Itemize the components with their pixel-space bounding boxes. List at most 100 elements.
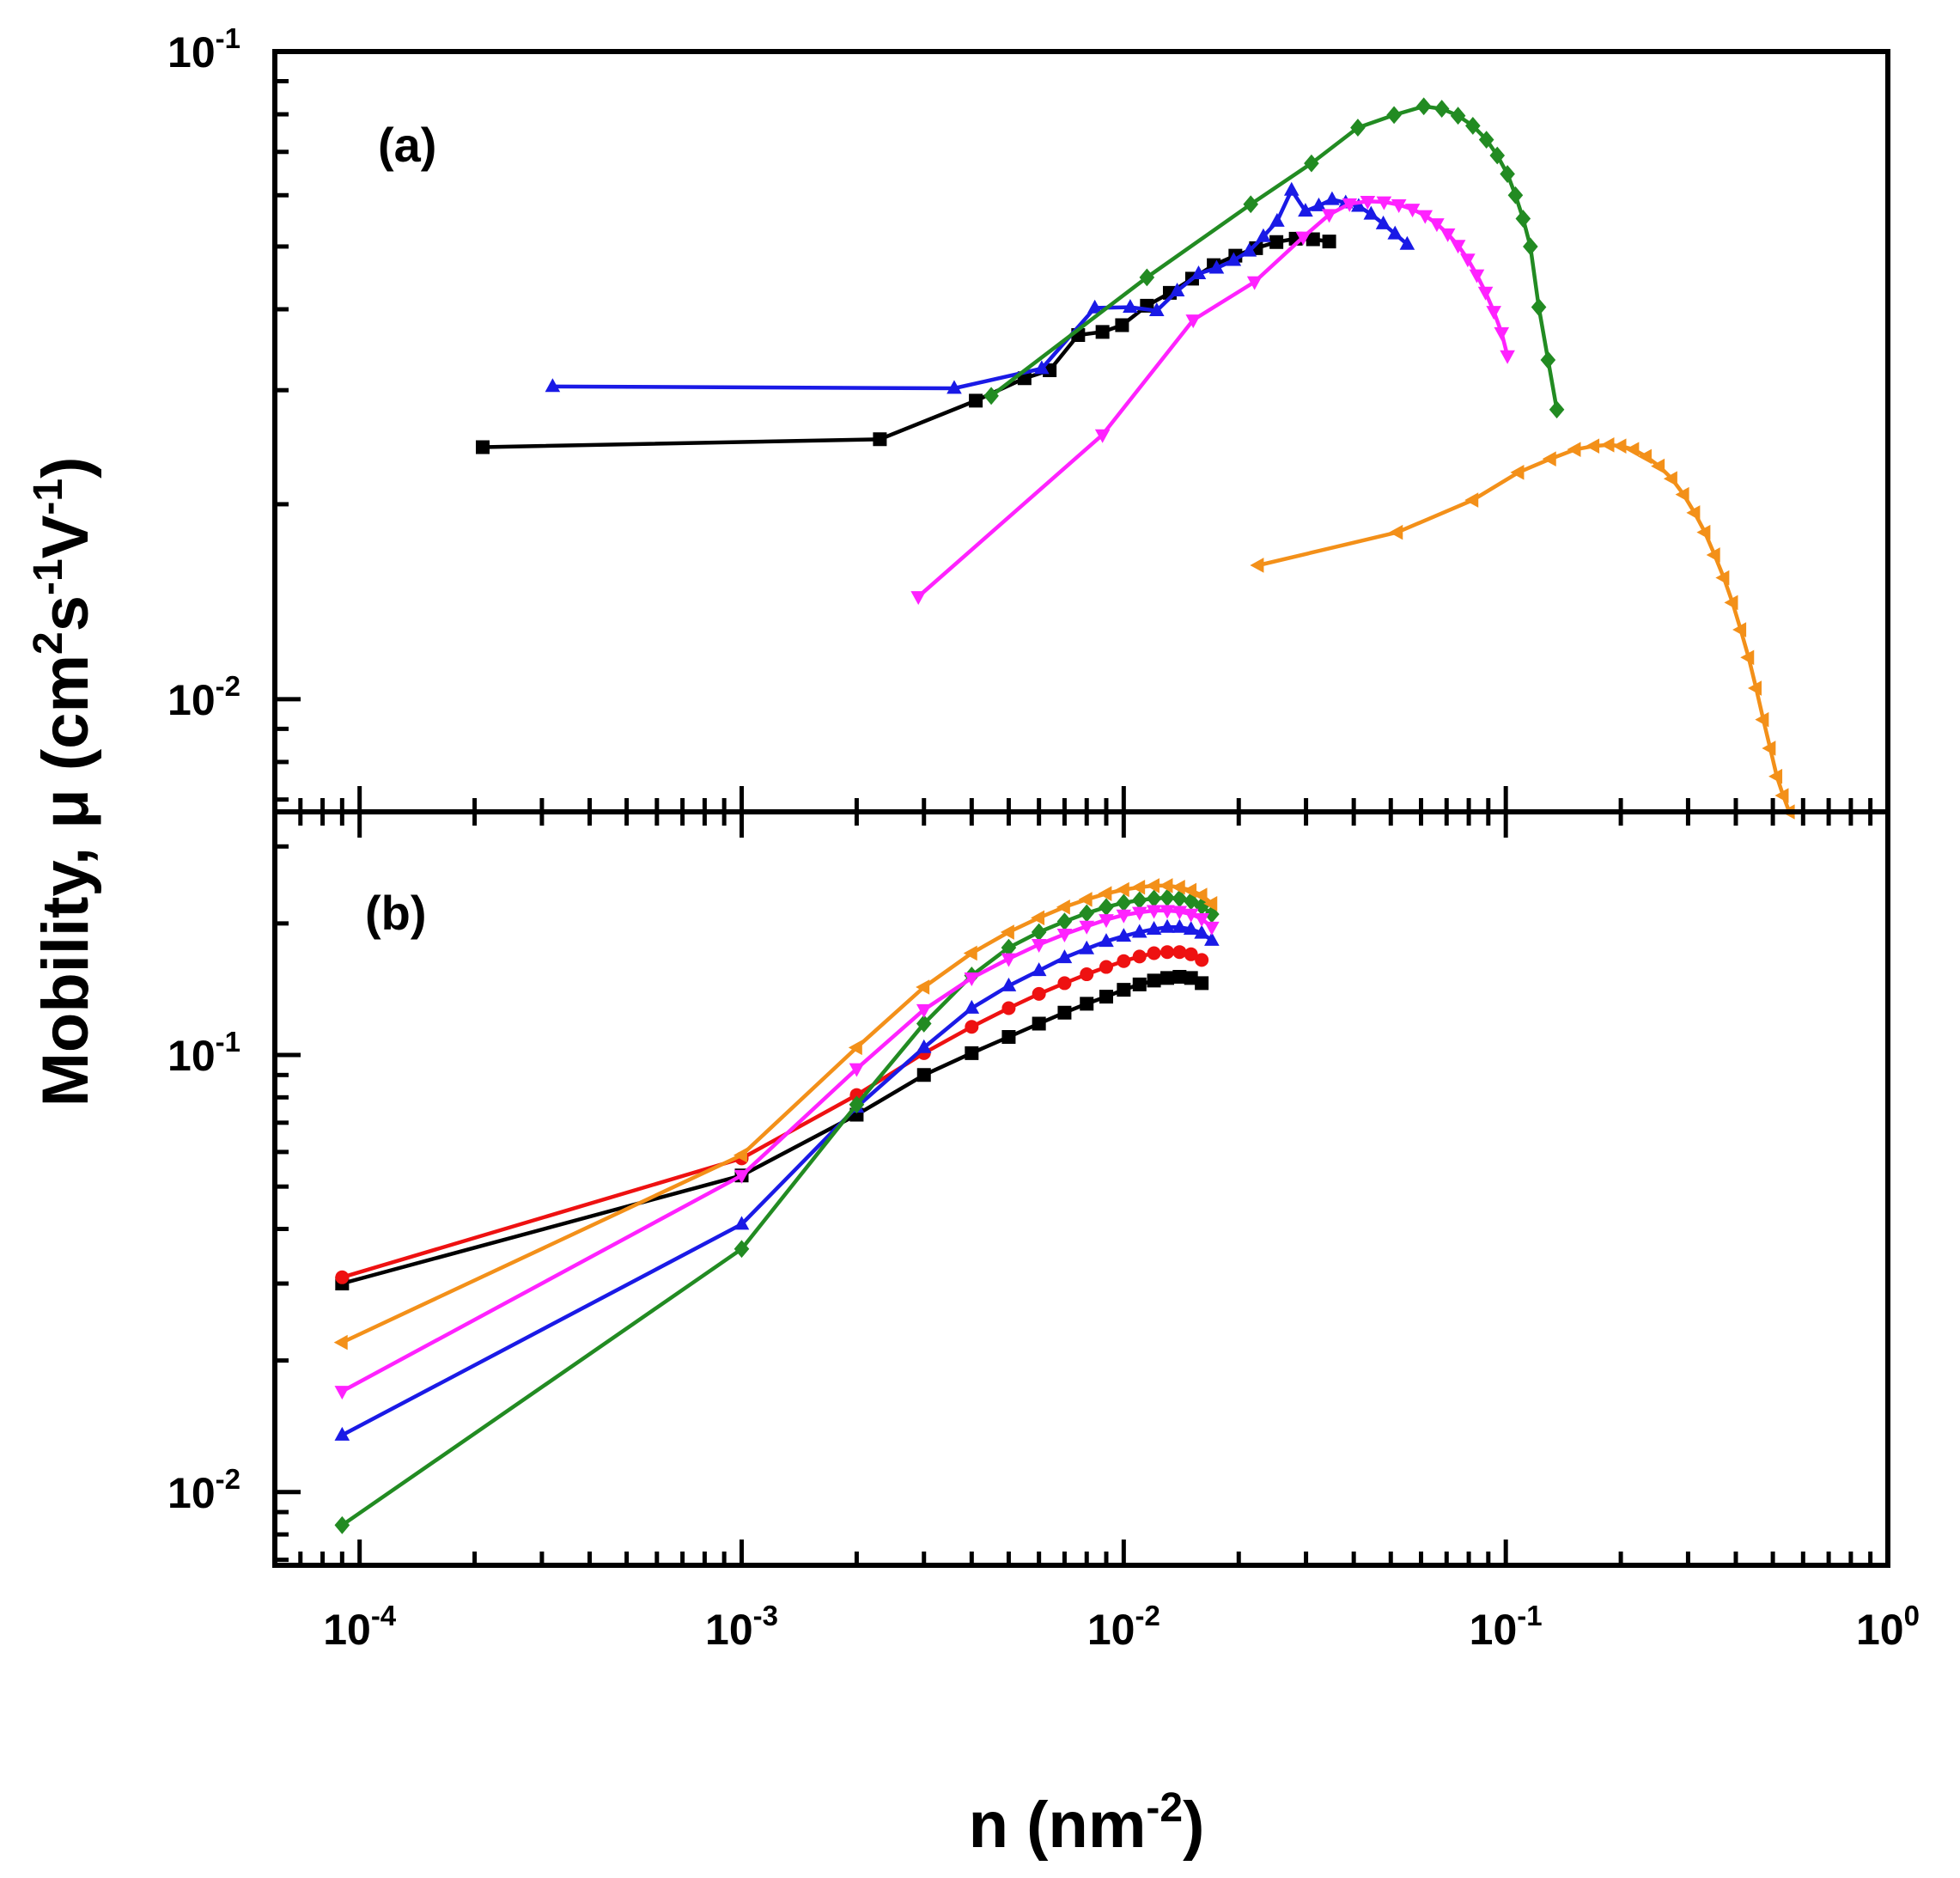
panel-a-magenta-point-12 xyxy=(1429,218,1445,233)
panel-b-green-point-14 xyxy=(1172,889,1188,908)
panel-a-black-point-6 xyxy=(1095,325,1110,339)
panel-a-blue-point-13 xyxy=(1283,181,1300,196)
panel-a-y-tick-label-0: 10-1 xyxy=(167,22,240,76)
panel-b-red-point-14 xyxy=(1172,945,1187,960)
panel-b-series-magenta xyxy=(334,905,1220,1400)
panel-a-series-magenta xyxy=(910,196,1515,606)
panel-a-magenta-point-7 xyxy=(1360,196,1376,210)
panel-b: 10-1 10-2 xyxy=(167,844,1220,1563)
panel-b-magenta-point-12 xyxy=(1146,905,1162,919)
panel-b-green-point-6 xyxy=(1031,923,1047,942)
panel-a-orange-point-9 xyxy=(1625,442,1640,457)
panel-b-red-point-11 xyxy=(1132,949,1147,964)
panel-a-green-point-12 xyxy=(1500,165,1515,183)
panel-b-black-point-4 xyxy=(965,1046,979,1060)
panel-a-green-point-18 xyxy=(1549,400,1565,419)
panel-b-orange-point-11 xyxy=(1131,879,1146,895)
panel-a-orange-point-17 xyxy=(1715,570,1730,586)
panel-b-blue-point-16 xyxy=(1194,924,1209,939)
panel-b-red-point-7 xyxy=(1057,976,1072,991)
panel-b-orange-point-8 xyxy=(1078,892,1093,907)
panel-b-blue-point-0 xyxy=(334,1426,350,1441)
panel-a-blue-point-21 xyxy=(1387,225,1403,240)
panel-b-green-point-13 xyxy=(1160,888,1175,907)
panel-a-black-point-7 xyxy=(1115,318,1129,332)
panel-b-red-point-6 xyxy=(1032,986,1046,1001)
panel-b-black-point-9 xyxy=(1099,990,1113,1004)
panel-a-blue-point-11 xyxy=(1256,228,1271,242)
panel-a-black-point-2 xyxy=(969,393,983,408)
panel-b-magenta-point-17 xyxy=(1204,921,1220,936)
panel-a-blue-point-16 xyxy=(1324,191,1340,205)
plot-frame xyxy=(272,49,1890,1568)
panel-a-orange-line xyxy=(1257,442,1792,813)
panel-b-black-point-5 xyxy=(1001,1029,1016,1044)
panel-a-magenta-point-16 xyxy=(1469,269,1485,284)
panel-a-magenta-point-20 xyxy=(1500,350,1515,364)
panel-a-black-point-0 xyxy=(476,440,490,454)
panel-b-orange-point-13 xyxy=(1159,878,1173,893)
panel-b-red-line xyxy=(341,949,1203,1279)
panel-a-blue-point-14 xyxy=(1298,203,1313,217)
panel-b-black-point-3 xyxy=(916,1068,931,1082)
panel-b-green-point-12 xyxy=(1146,889,1162,908)
panel-a-blue-point-8 xyxy=(1208,259,1225,274)
panel-b-magenta-point-2 xyxy=(849,1063,865,1077)
panel-a-green-point-9 xyxy=(1465,117,1481,135)
panel-b-red-point-15 xyxy=(1184,947,1198,961)
panel-b-red-point-13 xyxy=(1160,945,1175,960)
panel-a-magenta-point-17 xyxy=(1477,286,1494,301)
panel-a-black-point-14 xyxy=(1269,235,1284,249)
x-axis: 10-4 10-3 10-2 10-1 100 xyxy=(272,786,1920,1654)
panel-a-orange-point-4 xyxy=(1542,451,1556,466)
panel-b-orange-point-6 xyxy=(1031,910,1045,926)
panel-b-red-point-8 xyxy=(1080,967,1094,982)
panel-a-green-point-5 xyxy=(1386,106,1402,125)
panel-a-blue-point-4 xyxy=(1123,298,1138,313)
panel-a-orange-point-7 xyxy=(1600,437,1615,453)
panel-b-black-point-7 xyxy=(1057,1005,1072,1020)
panel-a-orange-point-15 xyxy=(1696,524,1711,540)
panel-a-black-point-16 xyxy=(1306,232,1320,247)
panel-a-black-line xyxy=(482,236,1330,449)
panel-a-green-point-0 xyxy=(983,387,999,405)
panel-a-green-point-17 xyxy=(1540,351,1556,369)
panel-b-blue-point-5 xyxy=(1001,977,1017,991)
panel-a-magenta-point-1 xyxy=(1094,429,1111,443)
panel-a-orange-point-11 xyxy=(1651,458,1665,474)
panel-b-red-point-4 xyxy=(965,1020,979,1034)
panel-b-orange-point-12 xyxy=(1145,878,1160,893)
panel-a-magenta-point-14 xyxy=(1450,240,1466,254)
panel-b-blue-point-15 xyxy=(1183,921,1199,936)
panel-a-blue-point-12 xyxy=(1269,212,1285,227)
panel-a-series-orange xyxy=(1250,437,1795,820)
panel-b-blue-point-9 xyxy=(1099,933,1114,948)
panel-b-blue-point-3 xyxy=(916,1039,932,1053)
panel-a-magenta-point-6 xyxy=(1342,198,1358,212)
panel-a-magenta-point-4 xyxy=(1295,231,1312,246)
panel-b-magenta-point-7 xyxy=(1056,928,1073,942)
panel-b-magenta-point-5 xyxy=(1001,953,1017,967)
panel-a-orange-point-22 xyxy=(1755,711,1769,728)
panel-a-magenta-point-19 xyxy=(1494,326,1510,341)
panel-b-black-point-6 xyxy=(1032,1016,1046,1031)
x-tick-label-2: 10-2 xyxy=(1087,1600,1160,1654)
panel-a-orange-point-18 xyxy=(1724,594,1738,611)
panel-b-black-point-10 xyxy=(1117,983,1131,997)
panel-b-green-point-7 xyxy=(1056,912,1073,931)
panel-b-orange-point-5 xyxy=(1000,924,1014,940)
panel-b-green-point-0 xyxy=(334,1515,350,1534)
panel-b-green-point-1 xyxy=(733,1240,750,1259)
panel-a-blue-point-7 xyxy=(1190,265,1207,279)
panel-b-blue-point-1 xyxy=(733,1216,750,1230)
panel-a-blue-point-0 xyxy=(545,378,561,393)
panel-b-green-point-3 xyxy=(916,1015,932,1033)
panel-b-magenta-point-11 xyxy=(1131,906,1147,921)
panel-b-y-tick-label-1: 10-2 xyxy=(167,1463,240,1517)
panel-a-blue-point-3 xyxy=(1087,299,1103,314)
panel-b-magenta-point-0 xyxy=(334,1386,350,1400)
panel-b-magenta-point-3 xyxy=(916,1003,932,1018)
panel-b-blue-point-12 xyxy=(1146,921,1162,936)
panel-a-magenta-point-3 xyxy=(1246,276,1263,290)
